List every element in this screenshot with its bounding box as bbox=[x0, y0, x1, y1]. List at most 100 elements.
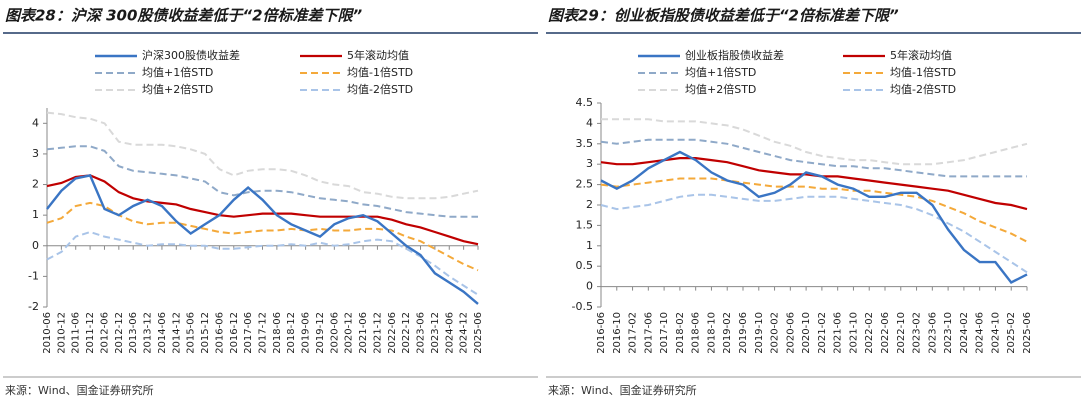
y-tick-label: 1 bbox=[32, 208, 39, 221]
x-tick-label: 2010-12 bbox=[56, 312, 67, 354]
x-tick-label: 2021-10 bbox=[848, 312, 859, 354]
x-tick-label: 2017-06 bbox=[243, 312, 254, 354]
series-line bbox=[46, 174, 479, 305]
y-tick-label: 4.5 bbox=[576, 96, 594, 109]
x-tick-label: 2024-12 bbox=[459, 312, 470, 354]
x-tick-label: 2024-02 bbox=[959, 312, 970, 354]
x-tick-label: 2018-12 bbox=[286, 312, 297, 354]
legend-label: 沪深300股债收益差 bbox=[142, 48, 240, 62]
x-tick-label: 2015-06 bbox=[186, 312, 197, 354]
legend-label: 均值-1倍STD bbox=[347, 65, 413, 79]
x-tick-label: 2017-10 bbox=[659, 312, 670, 354]
x-tick-label: 2011-06 bbox=[71, 312, 82, 354]
x-tick-label: 2020-02 bbox=[770, 312, 781, 354]
legend-label: 均值+1倍STD bbox=[142, 65, 213, 79]
y-tick-label: 3 bbox=[32, 147, 39, 160]
x-tick-label: 2016-12 bbox=[229, 312, 240, 354]
x-tick-label: 2024-10 bbox=[990, 312, 1001, 354]
legend-label: 均值+2倍STD bbox=[685, 82, 756, 96]
x-tick-label: 2020-12 bbox=[344, 312, 355, 354]
y-tick-label: 0 bbox=[32, 239, 39, 252]
x-tick-label: 2017-02 bbox=[628, 312, 639, 354]
x-tick-label: 2022-12 bbox=[401, 312, 412, 354]
legend-label: 5年滚动均值 bbox=[347, 48, 409, 62]
series-line bbox=[601, 118, 1028, 166]
x-tick-label: 2019-10 bbox=[754, 312, 765, 354]
x-tick-label: 2022-02 bbox=[864, 312, 875, 354]
x-tick-label: 2018-10 bbox=[706, 312, 717, 354]
series-line bbox=[600, 177, 1028, 243]
x-tick-label: 2019-06 bbox=[301, 312, 312, 354]
x-tick-label: 2020-06 bbox=[785, 312, 796, 354]
x-tick-label: 2025-06 bbox=[1022, 312, 1033, 354]
chart-title: 图表28：沪深 300股债收益差低于“2倍标准差下限” bbox=[5, 7, 363, 25]
legend-label: 均值+1倍STD bbox=[685, 65, 756, 79]
y-tick-label: 4 bbox=[32, 116, 39, 129]
x-tick-label: 2019-02 bbox=[722, 312, 733, 354]
x-tick-label: 2011-12 bbox=[85, 312, 96, 354]
x-tick-label: 2023-06 bbox=[927, 312, 938, 354]
x-tick-label: 2014-12 bbox=[171, 312, 182, 354]
x-tick-label: 2022-06 bbox=[880, 312, 891, 354]
y-tick-label: 2.5 bbox=[576, 178, 594, 191]
x-tick-label: 2020-10 bbox=[801, 312, 812, 354]
x-tick-label: 2012-06 bbox=[99, 312, 110, 354]
x-tick-label: 2024-06 bbox=[444, 312, 455, 354]
y-tick-label: 1.5 bbox=[576, 218, 594, 231]
y-tick-label: -0.5 bbox=[572, 300, 593, 313]
x-tick-label: 2013-06 bbox=[128, 312, 139, 354]
x-tick-label: 2023-12 bbox=[430, 312, 441, 354]
series-line bbox=[46, 230, 479, 296]
x-tick-label: 2015-12 bbox=[200, 312, 211, 354]
x-tick-label: 2019-06 bbox=[738, 312, 749, 354]
x-tick-label: 2010-06 bbox=[42, 312, 53, 354]
x-tick-label: 2016-06 bbox=[596, 312, 607, 354]
x-tick-label: 2021-06 bbox=[358, 312, 369, 354]
x-tick-label: 2019-12 bbox=[315, 312, 326, 354]
series-line bbox=[46, 145, 478, 218]
x-tick-label: 2018-06 bbox=[272, 312, 283, 354]
x-tick-label: 2023-02 bbox=[912, 312, 923, 354]
y-tick-label: -1 bbox=[28, 269, 39, 282]
y-tick-label: 2 bbox=[32, 178, 39, 191]
x-tick-label: 2021-02 bbox=[817, 312, 828, 354]
chart-title: 图表29：创业板指股债收益差低于“2倍标准差下限” bbox=[548, 7, 899, 25]
series-line bbox=[600, 150, 1028, 285]
x-tick-label: 2023-10 bbox=[943, 312, 954, 354]
x-tick-label: 2016-10 bbox=[612, 312, 623, 354]
x-tick-label: 2023-06 bbox=[416, 312, 427, 354]
legend-label: 均值-2倍STD bbox=[890, 82, 956, 96]
series-line bbox=[46, 111, 479, 200]
x-tick-label: 2024-06 bbox=[975, 312, 986, 354]
x-tick-label: 2022-10 bbox=[896, 312, 907, 354]
legend-label: 创业板指股债收益差 bbox=[685, 48, 784, 62]
x-tick-label: 2013-12 bbox=[143, 312, 154, 354]
y-tick-label: 0 bbox=[586, 280, 593, 293]
legend-label: 均值-1倍STD bbox=[890, 65, 956, 79]
x-tick-label: 2025-06 bbox=[473, 312, 484, 354]
series-line bbox=[600, 193, 1028, 274]
x-tick-label: 2014-06 bbox=[157, 312, 168, 354]
x-tick-label: 2022-06 bbox=[387, 312, 398, 354]
legend-label: 均值-2倍STD bbox=[347, 82, 413, 96]
x-tick-label: 2021-06 bbox=[833, 312, 844, 354]
x-tick-label: 2012-12 bbox=[114, 312, 125, 354]
source: 来源：Wind、国金证券研究所 bbox=[5, 383, 154, 397]
source: 来源：Wind、国金证券研究所 bbox=[548, 383, 697, 397]
y-tick-label: -2 bbox=[28, 300, 39, 313]
x-tick-label: 2025-02 bbox=[1006, 312, 1017, 354]
x-tick-label: 2021-12 bbox=[372, 312, 383, 354]
x-tick-label: 2020-06 bbox=[329, 312, 340, 354]
y-tick-label: 3.5 bbox=[576, 137, 594, 150]
x-tick-label: 2018-02 bbox=[675, 312, 686, 354]
y-tick-label: 2 bbox=[586, 198, 593, 211]
series-line bbox=[600, 157, 1028, 211]
y-tick-label: 3 bbox=[586, 157, 593, 170]
series-line bbox=[600, 138, 1027, 178]
y-tick-label: 1 bbox=[586, 239, 593, 252]
x-tick-label: 2018-06 bbox=[691, 312, 702, 354]
x-tick-label: 2016-06 bbox=[214, 312, 225, 354]
legend-label: 均值+2倍STD bbox=[142, 82, 213, 96]
y-tick-label: 0.5 bbox=[576, 259, 594, 272]
